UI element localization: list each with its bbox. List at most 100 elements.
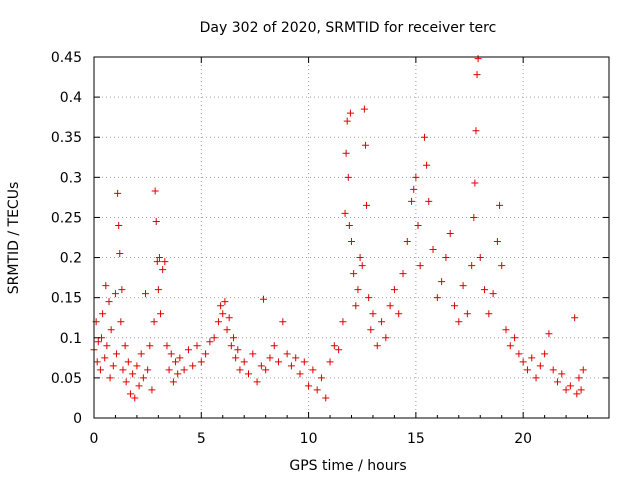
data-point [541, 350, 549, 358]
y-tick-label: 0.1 [60, 331, 82, 347]
data-point [571, 314, 579, 322]
data-point [414, 221, 422, 229]
x-tick-label: 10 [300, 431, 318, 447]
data-point [463, 310, 471, 318]
data-point [345, 221, 353, 229]
data-point [554, 378, 561, 386]
data-point [96, 366, 104, 374]
data-point [206, 338, 214, 346]
data-point [515, 350, 523, 358]
data-points [90, 55, 587, 402]
data-point [163, 342, 171, 350]
data-point [106, 374, 114, 382]
data-point [395, 310, 403, 318]
data-point [114, 189, 122, 197]
data-point [229, 334, 237, 342]
data-point [356, 254, 364, 262]
data-point [485, 310, 493, 318]
data-point [135, 382, 143, 390]
data-point [493, 238, 501, 246]
data-point [150, 318, 158, 326]
data-point [425, 197, 433, 205]
data-point [341, 209, 349, 217]
chart-title: Day 302 of 2020, SRMTID for receiver ter… [200, 20, 497, 36]
y-axis-label: SRMTID / TECUs [6, 182, 22, 295]
y-tick-label: 0.15 [51, 291, 82, 307]
data-point [223, 326, 231, 334]
data-point [119, 366, 127, 374]
data-point [300, 358, 308, 366]
y-tick-label: 0 [73, 411, 82, 427]
data-point [193, 342, 201, 350]
data-point [152, 217, 160, 225]
x-tick-label: 20 [514, 431, 532, 447]
data-point [210, 334, 218, 342]
x-axis-label: GPS time / hours [289, 458, 406, 474]
data-point [575, 374, 583, 382]
axis-ticks: 0 5 10 15 20 0 0.05 0.1 0.15 0.2 0.25 0.3 0.35 0.4 0.4… [51, 50, 609, 447]
data-point [151, 187, 159, 195]
data-point [305, 382, 313, 390]
data-point [481, 286, 489, 294]
data-point [451, 302, 458, 310]
data-point [283, 350, 291, 358]
data-point [189, 362, 197, 370]
data-point [346, 109, 354, 117]
data-point [270, 342, 278, 350]
data-point [93, 358, 101, 366]
data-point [474, 55, 482, 63]
data-point [579, 366, 587, 374]
data-point [202, 350, 210, 358]
y-tick-label: 0.05 [51, 371, 82, 387]
data-point [378, 318, 386, 326]
data-point [528, 354, 536, 362]
x-tick-label: 5 [197, 431, 206, 447]
data-point [236, 366, 244, 374]
data-point [287, 362, 295, 370]
data-point [386, 302, 394, 310]
data-point [279, 318, 287, 326]
data-point [113, 350, 121, 358]
x-tick-label: 0 [90, 431, 99, 447]
data-point [344, 173, 352, 181]
data-point [111, 290, 119, 298]
data-point [354, 286, 362, 294]
data-point [429, 246, 437, 254]
data-point [253, 378, 261, 386]
data-point [511, 334, 519, 342]
data-point [217, 302, 225, 310]
data-point [562, 386, 570, 394]
data-point [420, 133, 428, 141]
data-point [266, 354, 274, 362]
data-point [102, 282, 110, 290]
data-point [519, 358, 527, 366]
data-point [361, 141, 369, 149]
data-point [154, 286, 162, 294]
data-point [330, 342, 338, 350]
data-point [367, 326, 375, 334]
data-point [399, 270, 407, 278]
data-point [545, 330, 553, 338]
data-point [309, 366, 317, 374]
data-point [470, 213, 478, 221]
data-point [225, 314, 233, 322]
data-point [167, 350, 175, 358]
data-point [423, 161, 431, 169]
data-point [257, 362, 265, 370]
data-point [137, 350, 145, 358]
data-point [326, 358, 334, 366]
x-tick-label: 15 [407, 431, 425, 447]
data-point [262, 366, 270, 374]
y-tick-label: 0.2 [60, 251, 82, 267]
data-point [122, 378, 130, 386]
data-point [373, 342, 381, 350]
data-point [172, 358, 180, 366]
data-point [390, 286, 398, 294]
data-point [549, 366, 557, 374]
data-point [169, 378, 177, 386]
data-point [343, 117, 351, 125]
data-point [322, 394, 330, 402]
data-point [157, 310, 165, 318]
